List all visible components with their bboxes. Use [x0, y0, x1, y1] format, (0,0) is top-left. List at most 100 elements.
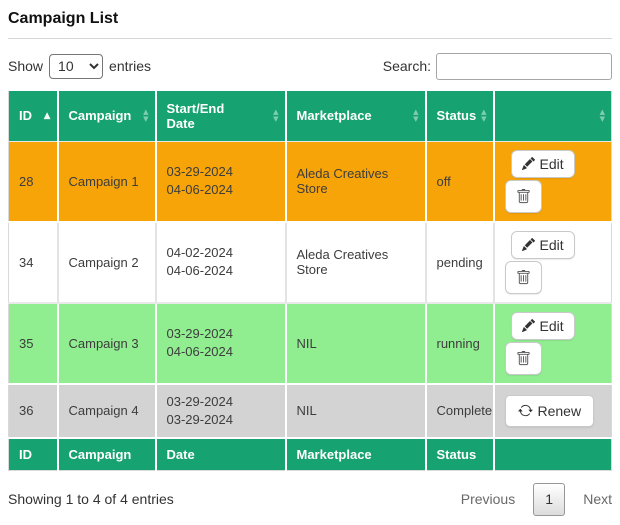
renew-button-label: Renew — [537, 402, 582, 419]
action-buttons: Edit — [504, 230, 606, 294]
cell-id: 36 — [8, 383, 58, 439]
cell-campaign: Campaign 4 — [56, 383, 156, 439]
cell-campaign: Campaign 3 — [56, 302, 156, 385]
cell-marketplace: Aleda Creatives Store — [284, 141, 426, 223]
table-toolbar: Show 10 entries Search: — [8, 51, 612, 81]
cell-id: 34 — [8, 221, 58, 304]
cell-status: pending — [424, 221, 494, 304]
cell-actions: Edit — [492, 141, 612, 223]
refresh-icon — [517, 403, 533, 418]
footer-header-campaign: Campaign — [56, 436, 156, 471]
date-line: 03-29-2024 — [166, 411, 234, 427]
cell-campaign: Campaign 1 — [56, 141, 156, 223]
trash-icon — [516, 269, 531, 285]
cell-actions: Edit — [492, 302, 612, 385]
sort-arrows-icon: ▲▼ — [413, 107, 419, 123]
column-header-marketplace[interactable]: Marketplace ▲ ▼ — [284, 91, 426, 142]
divider — [8, 38, 612, 39]
trash-icon — [516, 350, 531, 366]
search-control: Search: — [382, 52, 612, 80]
footer-header-date: Date — [154, 436, 286, 471]
column-header-campaign[interactable]: Campaign ▲ ▼ — [56, 91, 156, 142]
footer-header-marketplace: Marketplace — [284, 436, 426, 471]
cell-campaign: Campaign 2 — [56, 221, 156, 304]
cell-status: Complete — [424, 383, 494, 439]
table-bottom-bar: Showing 1 to 4 of 4 entries Previous 1 N… — [8, 481, 612, 517]
pencil-icon — [521, 238, 535, 251]
entries-info: Showing 1 to 4 of 4 entries — [8, 491, 174, 507]
cell-dates: 03-29-2024 03-29-2024 — [154, 383, 286, 439]
renew-button[interactable]: Renew — [504, 394, 595, 427]
table-footer-row: ID Campaign Date Marketplace Status — [8, 436, 612, 471]
edit-button[interactable]: Edit — [510, 311, 575, 340]
cell-status: running — [424, 302, 494, 385]
page-title: Campaign List — [8, 10, 119, 27]
table-header-row: ID▲▼Campaign▲▼Start/End Date▲▼Marketplac… — [8, 91, 612, 142]
action-buttons: Edit — [504, 311, 606, 375]
date-line: 04-06-2024 — [166, 263, 234, 278]
cell-dates: 03-29-2024 04-06-2024 — [154, 302, 286, 385]
column-header-label: Start/End Date — [166, 100, 225, 131]
trash-icon — [516, 188, 531, 204]
footer-header-id: ID — [8, 436, 58, 471]
date-line: 04-06-2024 — [166, 182, 234, 197]
pencil-icon — [521, 319, 535, 332]
sort-arrows-icon: ▲▼ — [143, 107, 149, 123]
page-length-control: Show 10 entries — [8, 53, 152, 79]
date-line: 04-06-2024 — [166, 344, 234, 359]
column-header-label: Campaign — [68, 108, 132, 124]
sort-arrows-icon: ▲▼ — [273, 107, 279, 123]
show-label: Show — [8, 58, 44, 74]
date-line: 03-29-2024 — [166, 393, 234, 409]
cell-actions: Edit — [492, 221, 612, 304]
action-buttons: Edit — [504, 149, 606, 213]
edit-button-label: Edit — [539, 236, 564, 253]
edit-button[interactable]: Edit — [510, 230, 575, 259]
campaign-table: ID▲▼Campaign▲▼Start/End Date▲▼Marketplac… — [8, 91, 612, 471]
cell-actions: Renew — [492, 383, 612, 439]
footer-header-status: Status — [424, 436, 494, 471]
column-header-id[interactable]: ID ▲▼ — [8, 91, 58, 142]
table-row: 36 Campaign 4 03-29-2024 03-29-2024 NIL Compl… — [8, 383, 612, 439]
pagination: Previous 1 Next — [460, 482, 612, 516]
pencil-icon — [521, 157, 535, 170]
edit-button-label: Edit — [539, 317, 564, 334]
search-label: Search: — [382, 58, 431, 74]
table-row: 28 Campaign 1 03-29-2024 04-06-2024 Aleda Cr… — [8, 141, 612, 223]
date-line: 03-29-2024 — [166, 326, 234, 341]
cell-marketplace: NIL — [284, 302, 426, 385]
table-row: 34 Campaign 2 04-02-2024 04-06-2024 Aleda Cr… — [8, 221, 612, 304]
column-header-label: Status — [436, 108, 477, 124]
sort-arrows-icon: ▲▼ — [599, 107, 605, 123]
cell-dates: 04-02-2024 04-06-2024 — [154, 221, 286, 304]
cell-dates: 03-29-2024 04-06-2024 — [154, 141, 286, 223]
edit-button-label: Edit — [539, 155, 564, 172]
sort-arrows-icon: ▲▼ — [43, 110, 51, 121]
search-input[interactable] — [436, 52, 612, 80]
cell-marketplace: Aleda Creatives Store — [284, 221, 426, 304]
page-number-button[interactable]: 1 — [533, 482, 566, 516]
action-buttons: Renew — [504, 394, 606, 427]
cell-marketplace: NIL — [284, 383, 426, 439]
delete-button[interactable] — [504, 179, 542, 213]
date-line: 03-29-2024 — [166, 164, 234, 179]
delete-button[interactable] — [504, 341, 542, 375]
next-page-button[interactable]: Next — [583, 491, 612, 507]
date-line: 04-02-2024 — [166, 245, 234, 260]
delete-button[interactable] — [504, 260, 542, 294]
edit-button[interactable]: Edit — [510, 149, 575, 178]
entries-label: entries — [109, 58, 152, 74]
column-header-actions[interactable]: ▲ ▼ — [492, 91, 612, 142]
sort-arrows-icon: ▲▼ — [481, 107, 487, 123]
column-header-start-end-date[interactable]: Start/End Date ▲ ▼ — [154, 91, 286, 142]
column-header-status[interactable]: Status ▲ ▼ — [424, 91, 494, 142]
cell-id: 28 — [8, 141, 58, 223]
cell-status: off — [424, 141, 494, 223]
column-header-label: Marketplace — [296, 108, 372, 124]
table-row: 35 Campaign 3 03-29-2024 04-06-2024 NIL runni… — [8, 302, 612, 385]
footer-header-actions — [492, 436, 612, 471]
previous-page-button[interactable]: Previous — [460, 491, 516, 507]
page-length-select[interactable]: 10 — [49, 53, 104, 79]
column-header-label: ID — [19, 108, 32, 124]
